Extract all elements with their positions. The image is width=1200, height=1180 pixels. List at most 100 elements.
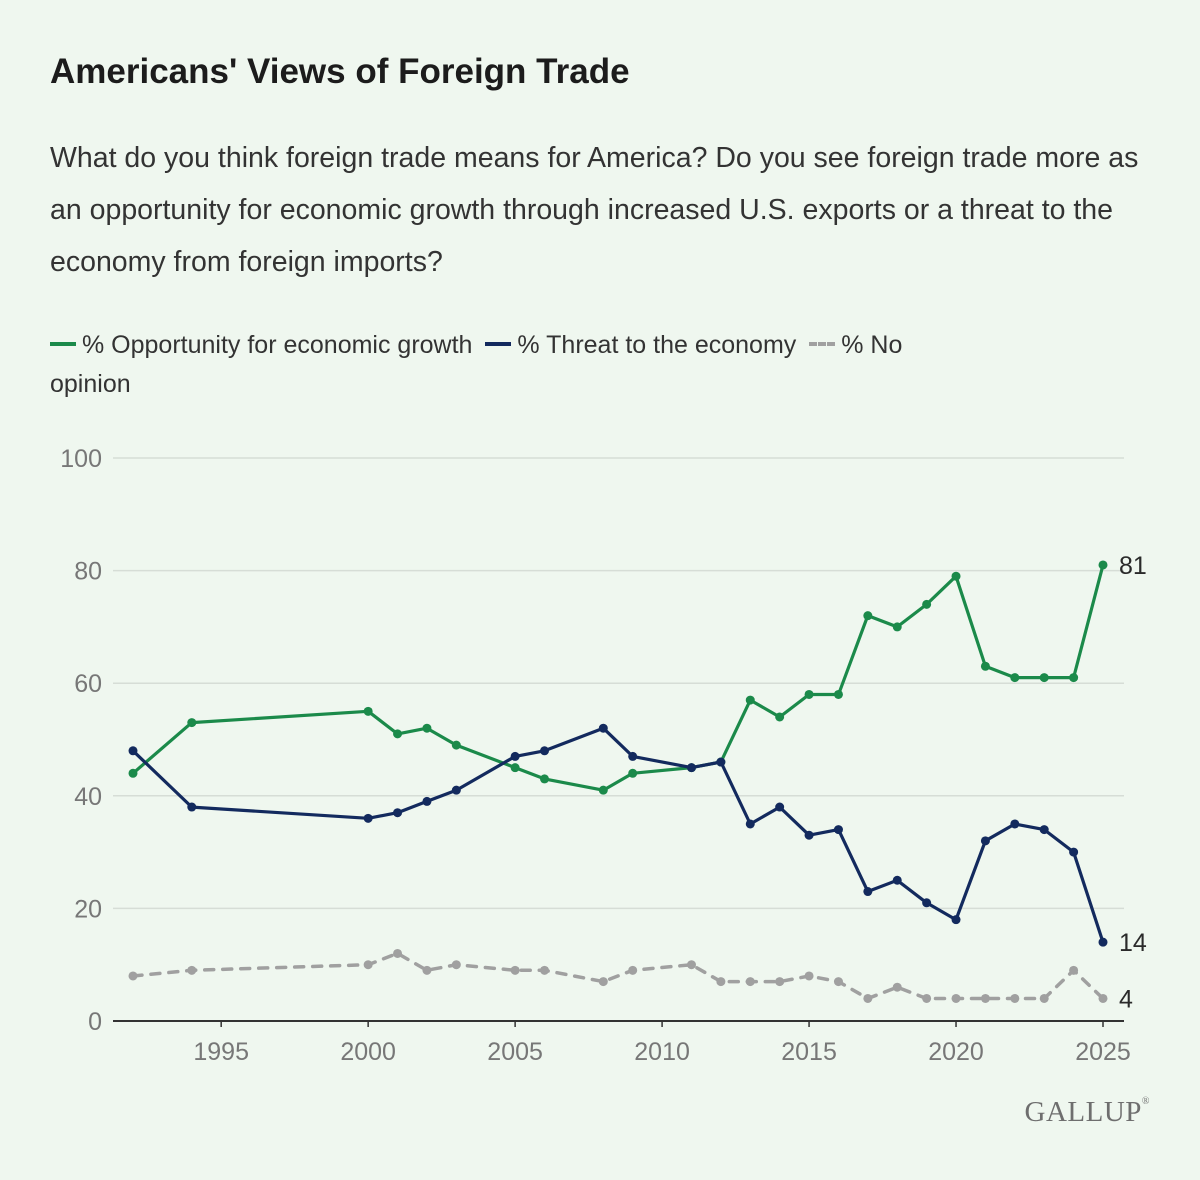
- point-no-opinion-2019: [922, 993, 932, 1003]
- x-tick-label-2025: 2025: [1075, 1038, 1131, 1066]
- point-opportunity-2005: [510, 763, 520, 773]
- point-threat-2003: [451, 785, 461, 795]
- point-threat-2019: [922, 898, 932, 908]
- gallup-logo-text: GALLUP: [1024, 1096, 1142, 1128]
- point-no-opinion-2021: [980, 993, 990, 1003]
- x-tick-label-2000: 2000: [340, 1038, 396, 1066]
- point-no-opinion-2011: [686, 960, 696, 970]
- point-opportunity-2000: [363, 706, 373, 716]
- point-no-opinion-2018: [892, 982, 902, 992]
- point-no-opinion-2003: [451, 960, 461, 970]
- end-label-threat: 14: [1119, 929, 1147, 957]
- point-opportunity-2019: [922, 599, 932, 609]
- point-threat-2024: [1069, 847, 1079, 857]
- point-threat-2006: [540, 746, 550, 756]
- point-no-opinion-2015: [804, 971, 814, 981]
- point-no-opinion-2012: [716, 977, 726, 987]
- point-no-opinion-1992: [128, 971, 138, 981]
- series-line-no-opinion: [131, 951, 1105, 1001]
- gallup-logo: GALLUP®: [1025, 1096, 1151, 1129]
- point-threat-2001: [393, 808, 403, 818]
- point-threat-1992: [128, 746, 138, 756]
- point-no-opinion-2009: [628, 965, 638, 975]
- point-opportunity-2024: [1069, 673, 1079, 683]
- point-threat-2022: [1010, 819, 1020, 829]
- point-no-opinion-2002: [422, 965, 432, 975]
- registered-mark: ®: [1141, 1096, 1150, 1107]
- point-no-opinion-2016: [833, 977, 843, 987]
- point-opportunity-1992: [128, 768, 138, 778]
- point-threat-2020: [951, 915, 961, 925]
- x-tick-label-2005: 2005: [487, 1038, 543, 1066]
- chart-subtitle: What do you think foreign trade means fo…: [50, 142, 1139, 278]
- legend-label-threat: % Threat to the economy: [517, 331, 797, 359]
- point-threat-2017: [863, 887, 873, 897]
- point-threat-2015: [804, 830, 814, 840]
- point-threat-2013: [745, 819, 755, 829]
- point-no-opinion-2008: [598, 977, 608, 987]
- point-threat-2021: [980, 836, 990, 846]
- point-threat-2011: [686, 763, 696, 773]
- point-opportunity-2002: [422, 723, 432, 733]
- point-threat-2005: [510, 751, 520, 761]
- y-tick-label-0: 0: [88, 1008, 102, 1036]
- x-tick-label-2015: 2015: [781, 1038, 837, 1066]
- point-opportunity-2023: [1039, 673, 1049, 683]
- point-no-opinion-2006: [540, 965, 550, 975]
- legend-swatch-threat: [485, 342, 512, 347]
- series-line-threat: [131, 726, 1105, 944]
- series-line-opportunity: [131, 563, 1105, 792]
- point-opportunity-2025: [1098, 560, 1108, 570]
- point-opportunity-2009: [628, 768, 638, 778]
- x-tick-label-2010: 2010: [634, 1038, 690, 1066]
- point-opportunity-2022: [1010, 673, 1020, 683]
- point-opportunity-2016: [833, 689, 843, 699]
- point-no-opinion-2005: [510, 965, 520, 975]
- point-threat-1994: [187, 802, 197, 812]
- point-threat-2018: [892, 875, 902, 885]
- legend-swatch-no-opinion: [809, 342, 836, 347]
- point-no-opinion-2000: [363, 960, 373, 970]
- y-tick-label-20: 20: [74, 895, 102, 923]
- point-opportunity-2013: [745, 695, 755, 705]
- y-tick-label-40: 40: [74, 783, 102, 811]
- point-no-opinion-2020: [951, 993, 961, 1003]
- point-opportunity-2018: [892, 622, 902, 632]
- y-tick-label-100: 100: [60, 445, 102, 473]
- end-label-opportunity: 81: [1119, 552, 1147, 580]
- point-threat-2012: [716, 757, 726, 767]
- end-label-no-opinion: 4: [1119, 985, 1133, 1013]
- point-opportunity-2008: [598, 785, 608, 795]
- legend-item-no-opinion: % No: [809, 331, 902, 359]
- point-opportunity-2017: [863, 611, 873, 621]
- x-tick-label-2020: 2020: [928, 1038, 984, 1066]
- legend-item-threat: % Threat to the economy: [485, 331, 796, 359]
- point-no-opinion-2023: [1039, 993, 1049, 1003]
- point-threat-2009: [628, 751, 638, 761]
- legend-label-no-opinion: % No: [841, 331, 903, 359]
- chart-title: Americans' Views of Foreign Trade: [50, 52, 630, 91]
- point-no-opinion-2017: [863, 993, 873, 1003]
- legend-label-opportunity: % Opportunity for economic growth: [82, 331, 473, 359]
- point-no-opinion-2014: [775, 977, 785, 987]
- legend-swatch-opportunity: [50, 342, 76, 347]
- point-opportunity-1994: [187, 718, 197, 728]
- y-tick-label-60: 60: [74, 670, 102, 698]
- point-opportunity-2020: [951, 571, 961, 581]
- legend: % Opportunity for economic growth % Thre…: [50, 326, 1070, 404]
- point-opportunity-2021: [980, 661, 990, 671]
- point-threat-2025: [1098, 937, 1108, 947]
- point-no-opinion-2022: [1010, 993, 1020, 1003]
- point-opportunity-2001: [393, 729, 403, 739]
- point-no-opinion-2025: [1098, 993, 1108, 1003]
- x-tick-label-1995: 1995: [193, 1038, 249, 1066]
- point-no-opinion-2013: [745, 977, 755, 987]
- point-threat-2008: [598, 723, 608, 733]
- point-opportunity-2006: [540, 774, 550, 784]
- point-no-opinion-2024: [1069, 965, 1079, 975]
- point-threat-2016: [833, 825, 843, 835]
- point-threat-2023: [1039, 825, 1049, 835]
- point-opportunity-2003: [451, 740, 461, 750]
- point-opportunity-2015: [804, 689, 814, 699]
